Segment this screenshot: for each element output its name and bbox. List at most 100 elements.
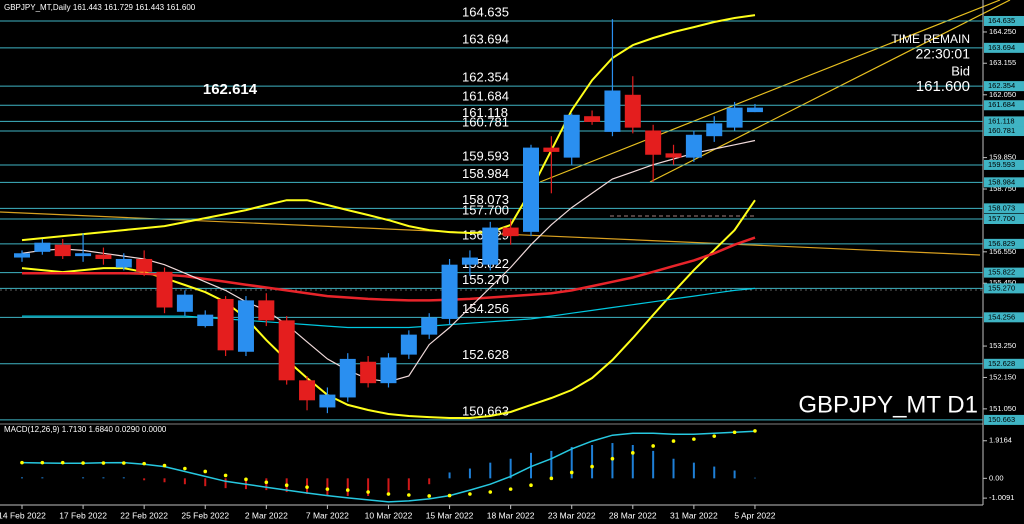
- level-label: 161.118: [462, 105, 508, 120]
- x-tick-label: 31 Mar 2022: [670, 510, 718, 520]
- level-tag-label: 159.593: [988, 160, 1015, 169]
- level-label: 161.684: [462, 89, 509, 104]
- candle-body: [339, 358, 356, 398]
- signal-dot: [81, 461, 85, 465]
- macd-panel: 1.9164 0.00 -1.0091: [20, 429, 1014, 503]
- level-tag-label: 160.781: [988, 126, 1015, 135]
- y-tick-label: 155.450: [989, 278, 1016, 287]
- level-label: 163.694: [462, 31, 509, 46]
- labels: GBPJPY_MT,Daily 161.443 161.729 161.443 …: [4, 3, 978, 434]
- y-tick-label: 153.250: [989, 341, 1016, 350]
- candle-body: [217, 298, 234, 351]
- signal-dot: [671, 439, 676, 443]
- level-tag-label: 156.829: [988, 239, 1015, 248]
- level-tag: [984, 203, 1024, 214]
- signal-dot: [468, 492, 472, 496]
- candle-body: [543, 147, 560, 152]
- level-tag-label: 164.635: [988, 16, 1015, 25]
- level-tag-label: 161.118: [988, 116, 1015, 125]
- candle-body: [176, 294, 193, 312]
- level-tag-label: 163.694: [988, 43, 1015, 52]
- signal-dot: [20, 460, 24, 465]
- indicator-line: [22, 287, 756, 329]
- signal-dot: [244, 477, 248, 482]
- candle-body: [54, 244, 71, 257]
- channel-line: [539, 0, 1001, 183]
- macd-header: MACD(12,26,9) 1.7130 1.6840 0.0290 0.000…: [4, 425, 167, 434]
- level-tag: [984, 267, 1024, 278]
- candle-body: [380, 357, 397, 384]
- indicator-line: [21, 14, 756, 242]
- signal-dot: [40, 460, 45, 465]
- level-label: 155.270: [462, 272, 509, 287]
- candle-body: [482, 227, 499, 265]
- level-tag: [984, 100, 1024, 111]
- signal-dot: [284, 483, 289, 487]
- signal-dot: [549, 476, 554, 481]
- candles: 14 Feb 2022 17 Feb 2022 22 Feb 2022 25 Feb …: [0, 19, 776, 520]
- x-tick-label: 15 Mar 2022: [426, 510, 474, 520]
- signal-dot: [101, 461, 106, 465]
- candle-body: [237, 300, 254, 352]
- signal-dot: [692, 437, 696, 441]
- candle-body: [685, 134, 702, 158]
- signal-dot: [305, 485, 309, 489]
- signal-dot: [610, 456, 615, 461]
- x-tick-label: 17 Feb 2022: [59, 510, 107, 520]
- signal-dot: [366, 490, 370, 494]
- signal-dot: [142, 461, 146, 466]
- y-tick-label: 0.00: [989, 473, 1004, 482]
- signal-dot: [386, 492, 391, 496]
- candle-body: [441, 264, 458, 319]
- price-label: 162.614: [203, 81, 258, 98]
- level-tag: [984, 358, 1024, 369]
- channel-line: [649, 0, 1011, 183]
- candle-body: [258, 300, 275, 321]
- candle-body: [14, 253, 30, 258]
- level-tag-label: 154.256: [988, 312, 1015, 321]
- x-tick-label: 2 Mar 2022: [245, 510, 288, 520]
- signal-dot: [427, 494, 432, 498]
- signal-dot: [325, 487, 330, 491]
- signal-dot: [488, 490, 493, 494]
- chart-header: GBPJPY_MT,Daily 161.443 161.729 161.443 …: [4, 3, 196, 12]
- signal-dot: [569, 470, 574, 475]
- level-tag-label: 155.270: [988, 283, 1015, 292]
- level-label: 152.628: [462, 347, 509, 362]
- watermark: GBPJPY_MT D1: [798, 391, 978, 418]
- x-tick-label: 23 Mar 2022: [548, 510, 596, 520]
- signal-dot: [508, 487, 513, 491]
- candle-body: [523, 147, 539, 232]
- level-tag-label: 161.684: [988, 100, 1015, 109]
- level-tag: [984, 238, 1024, 249]
- level-tag: [984, 283, 1024, 294]
- x-tick-label: 18 Mar 2022: [487, 510, 535, 520]
- level-tag: [984, 177, 1024, 188]
- x-tick-label: 10 Mar 2022: [365, 510, 413, 520]
- y-tick-label: 156.550: [989, 247, 1016, 256]
- signal-dot: [203, 469, 208, 474]
- levels: 164.250 163.155 162.050 159.850 158.750 156.5…: [0, 4, 1024, 425]
- x-tick-label: 22 Feb 2022: [120, 510, 168, 520]
- signal-dot: [345, 488, 350, 492]
- level-tag-label: 158.073: [988, 203, 1015, 212]
- level-tag: [984, 213, 1024, 224]
- level-label: 160.781: [462, 114, 509, 129]
- y-tick-label: 152.150: [989, 372, 1016, 381]
- candle-body: [746, 107, 763, 113]
- y-tick-label: -1.0091: [989, 493, 1014, 502]
- x-tick-label: 14 Feb 2022: [0, 510, 46, 520]
- candle-body: [461, 257, 478, 265]
- level-tag: [984, 159, 1024, 170]
- signal-dot: [732, 430, 737, 435]
- level-label: 159.593: [462, 148, 509, 163]
- level-label: 164.635: [462, 4, 509, 19]
- candle-body: [115, 258, 132, 268]
- y-tick-label: 151.050: [989, 404, 1016, 413]
- y-tick-label: 158.750: [989, 184, 1016, 193]
- bid-title: Bid: [951, 63, 970, 78]
- signal-dot: [651, 444, 655, 448]
- y-tick-label: 164.250: [989, 27, 1016, 36]
